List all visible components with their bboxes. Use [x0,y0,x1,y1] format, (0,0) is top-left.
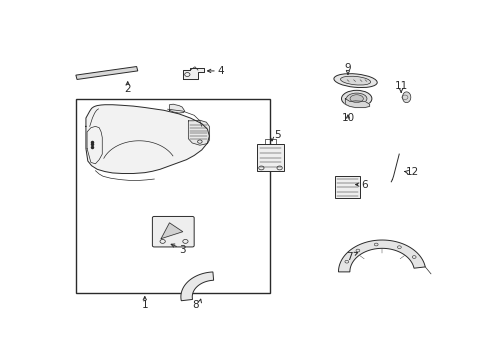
Ellipse shape [334,74,377,87]
Polygon shape [183,68,204,79]
Polygon shape [189,120,209,145]
Polygon shape [161,223,183,239]
Ellipse shape [346,93,367,104]
Text: 12: 12 [406,167,419,177]
Text: 7: 7 [346,252,353,262]
FancyBboxPatch shape [152,216,194,247]
Text: 4: 4 [218,66,224,76]
Text: 11: 11 [394,81,408,91]
Text: 8: 8 [193,300,199,310]
Text: 10: 10 [342,113,355,123]
Text: 5: 5 [274,130,281,140]
Text: 9: 9 [344,63,351,73]
Ellipse shape [350,95,364,103]
Text: 1: 1 [142,300,148,310]
Text: 6: 6 [362,180,368,190]
Polygon shape [403,92,411,103]
Bar [76,99,270,293]
Text: 3: 3 [179,245,186,255]
Polygon shape [86,105,209,174]
Polygon shape [170,104,185,113]
Bar [257,144,284,171]
Polygon shape [345,99,369,108]
Ellipse shape [341,76,370,85]
Bar [335,176,361,198]
Polygon shape [76,67,138,80]
Text: 2: 2 [124,84,131,94]
Polygon shape [339,240,425,272]
Polygon shape [181,272,214,301]
Ellipse shape [342,90,372,107]
